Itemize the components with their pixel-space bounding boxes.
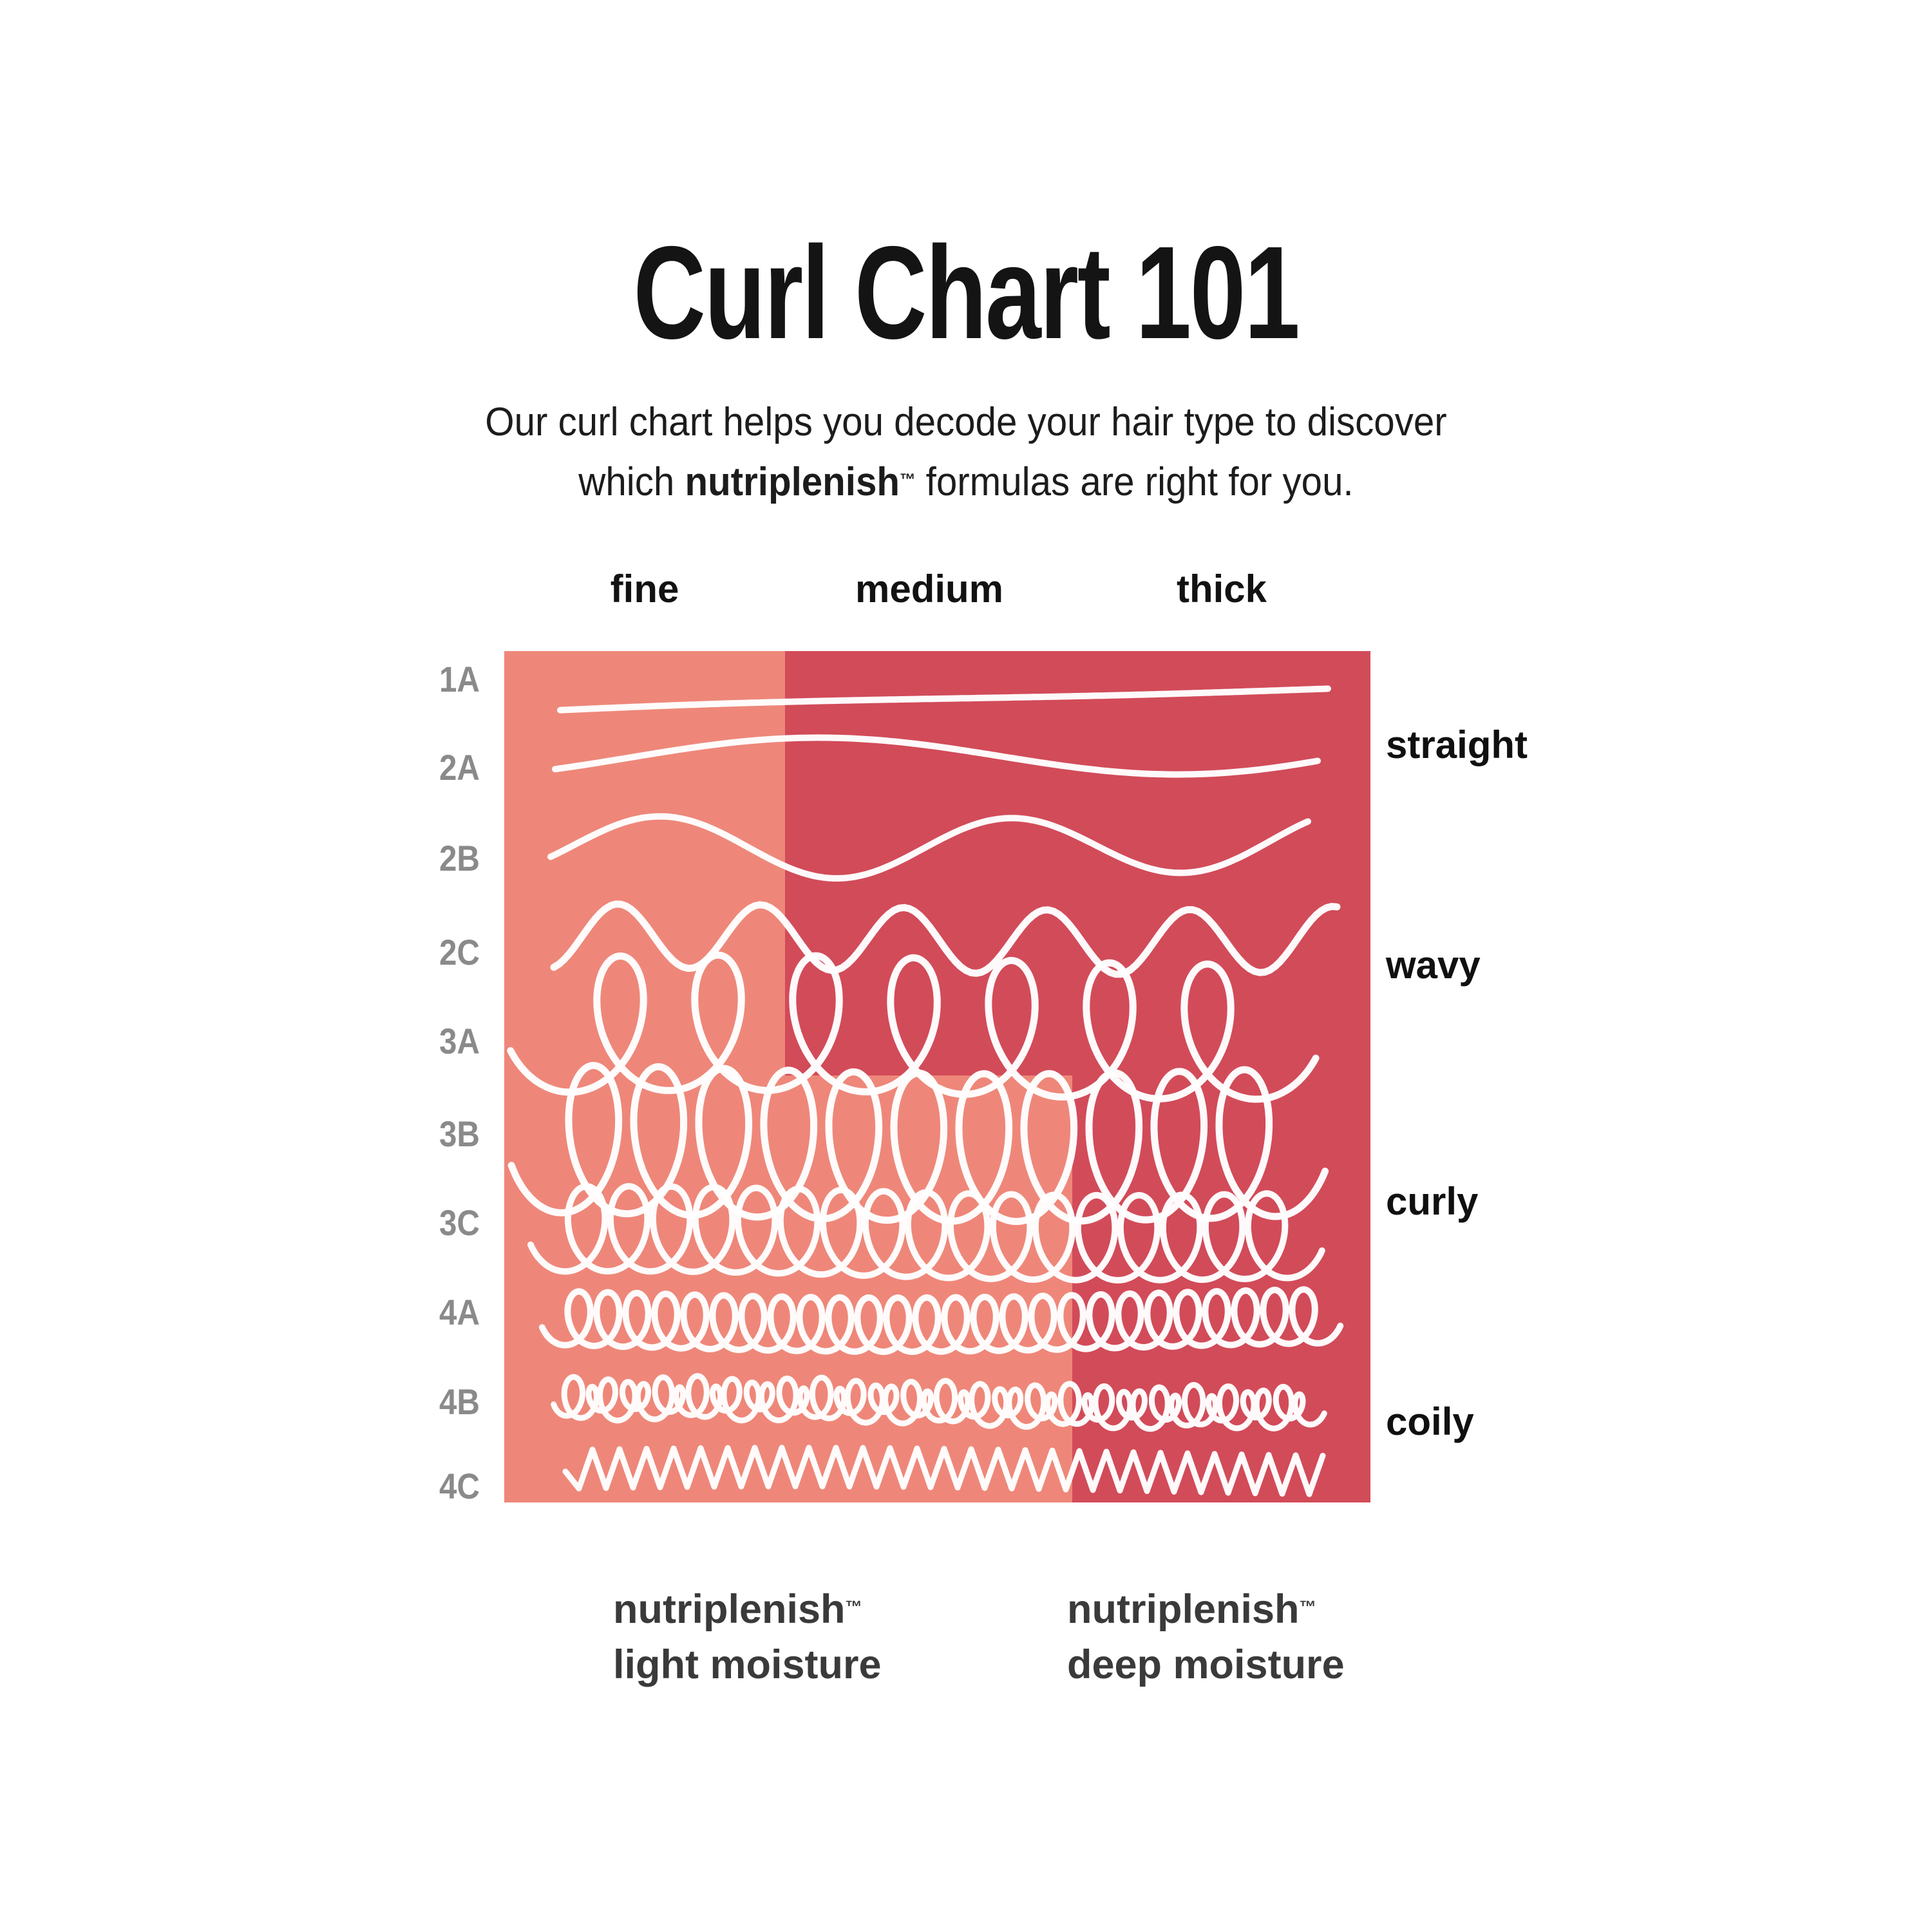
row-label-3C: 3C <box>439 1202 480 1243</box>
legend-item-deep: nutriplenish™ deep moisture <box>1067 1586 1345 1687</box>
column-header-medium: medium <box>855 567 1004 611</box>
region-dark-upper-block <box>785 651 1370 1075</box>
page-title: Curl Chart 101 <box>633 219 1300 366</box>
category-label-curly: curly <box>1386 1180 1479 1223</box>
curl-stroke-4A <box>538 1286 1344 1355</box>
light-moisture-swatch-icon <box>497 1584 585 1673</box>
row-label-1A: 1A <box>439 659 480 699</box>
deep-moisture-swatch-icon <box>942 1584 1030 1673</box>
legend-item-light: nutriplenish™ light moisture <box>613 1586 882 1687</box>
row-label-3B: 3B <box>439 1113 480 1154</box>
curl-stroke-3C <box>527 1183 1325 1283</box>
row-label-4A: 4A <box>439 1292 480 1332</box>
row-label-3A: 3A <box>439 1021 480 1061</box>
curl-stroke-3B <box>507 1061 1329 1226</box>
curl-stroke-1A <box>557 685 1331 714</box>
column-header-thick: thick <box>1176 567 1267 611</box>
brand-name: nutriplenish <box>685 459 900 504</box>
page-subtitle: Our curl chart helps you decode your hai… <box>58 394 1874 511</box>
curl-stroke-4C <box>562 1444 1326 1497</box>
row-label-2A: 2A <box>439 747 480 788</box>
curl-stroke-4B <box>551 1373 1327 1432</box>
curl-stroke-2C <box>550 900 1341 978</box>
subtitle-line1: Our curl chart helps you decode your hai… <box>485 400 1447 444</box>
trademark-symbol: ™ <box>1299 1597 1316 1616</box>
curl-stroke-2A <box>552 734 1321 778</box>
row-label-4B: 4B <box>439 1381 480 1422</box>
category-label-coily: coily <box>1386 1400 1474 1443</box>
row-label-4C: 4C <box>439 1466 480 1506</box>
subtitle-line2: which nutriplenish™ formulas are right f… <box>578 459 1354 504</box>
trademark-symbol: ™ <box>845 1597 862 1616</box>
curl-strokes <box>507 685 1344 1497</box>
curl-stroke-2B <box>547 813 1311 882</box>
column-header-fine: fine <box>610 567 679 611</box>
row-label-2B: 2B <box>439 838 480 878</box>
category-label-straight: straight <box>1386 723 1528 766</box>
trademark-symbol: ™ <box>899 469 916 489</box>
category-label-wavy: wavy <box>1386 943 1481 987</box>
curl-stroke-3A <box>507 951 1320 1103</box>
row-label-2C: 2C <box>439 932 480 972</box>
